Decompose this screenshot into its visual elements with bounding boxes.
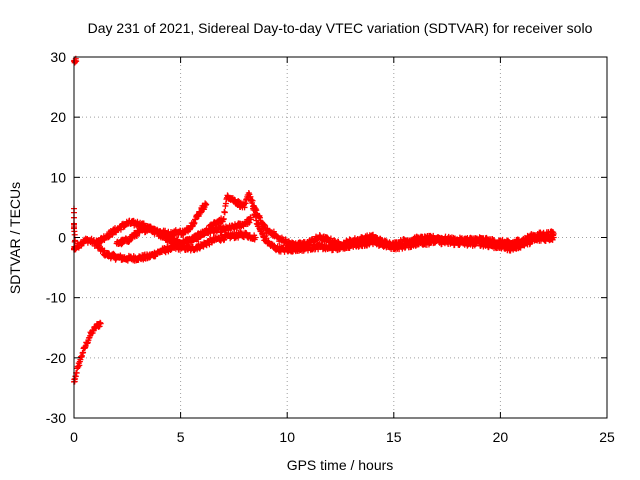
- data-point-track-b: [217, 229, 224, 236]
- data-point-track-e-trough: [250, 207, 257, 214]
- y-tick-label: -30: [46, 410, 66, 426]
- axis-ticks: 0 5 10 15 20 25 -30 -20 -10 0 10 20 30: [46, 49, 615, 445]
- data-point-tail-lower: [550, 232, 557, 239]
- x-tick-label: 5: [177, 429, 185, 445]
- x-tick-label: 25: [599, 429, 615, 445]
- x-tick-label: 20: [493, 429, 509, 445]
- data-point-track-d-peak: [221, 209, 228, 216]
- data-point-steep-rise: [71, 378, 78, 385]
- x-tick-label: 0: [70, 429, 78, 445]
- chart-title: Day 231 of 2021, Sidereal Day-to-day VTE…: [88, 20, 593, 36]
- data-point-steep-rise: [97, 319, 104, 326]
- data-point-steep-rise: [78, 352, 85, 359]
- y-tick-label: 30: [50, 49, 66, 65]
- x-axis-label: GPS time / hours: [287, 457, 394, 473]
- y-tick-label: 20: [50, 109, 66, 125]
- y-tick-label: 0: [58, 230, 66, 246]
- data-point-steep-rise: [76, 358, 83, 365]
- data-point-track-d-peak: [220, 215, 227, 222]
- y-tick-label: -10: [46, 290, 66, 306]
- x-tick-label: 10: [279, 429, 295, 445]
- y-tick-label: -20: [46, 350, 66, 366]
- data-point-track-d-peak: [249, 197, 256, 204]
- data-point-track-a-lower: [251, 236, 258, 243]
- x-tick-label: 15: [386, 429, 402, 445]
- data-points: [71, 55, 557, 385]
- data-point-track-b: [247, 214, 254, 221]
- data-point-track-b: [134, 218, 141, 225]
- y-axis-label: SDTVAR / TECUs: [7, 182, 23, 294]
- data-point-track-c: [133, 233, 140, 240]
- data-point-early-outliers: [71, 231, 78, 238]
- y-tick-label: 10: [50, 169, 66, 185]
- data-point-track-c: [202, 202, 209, 209]
